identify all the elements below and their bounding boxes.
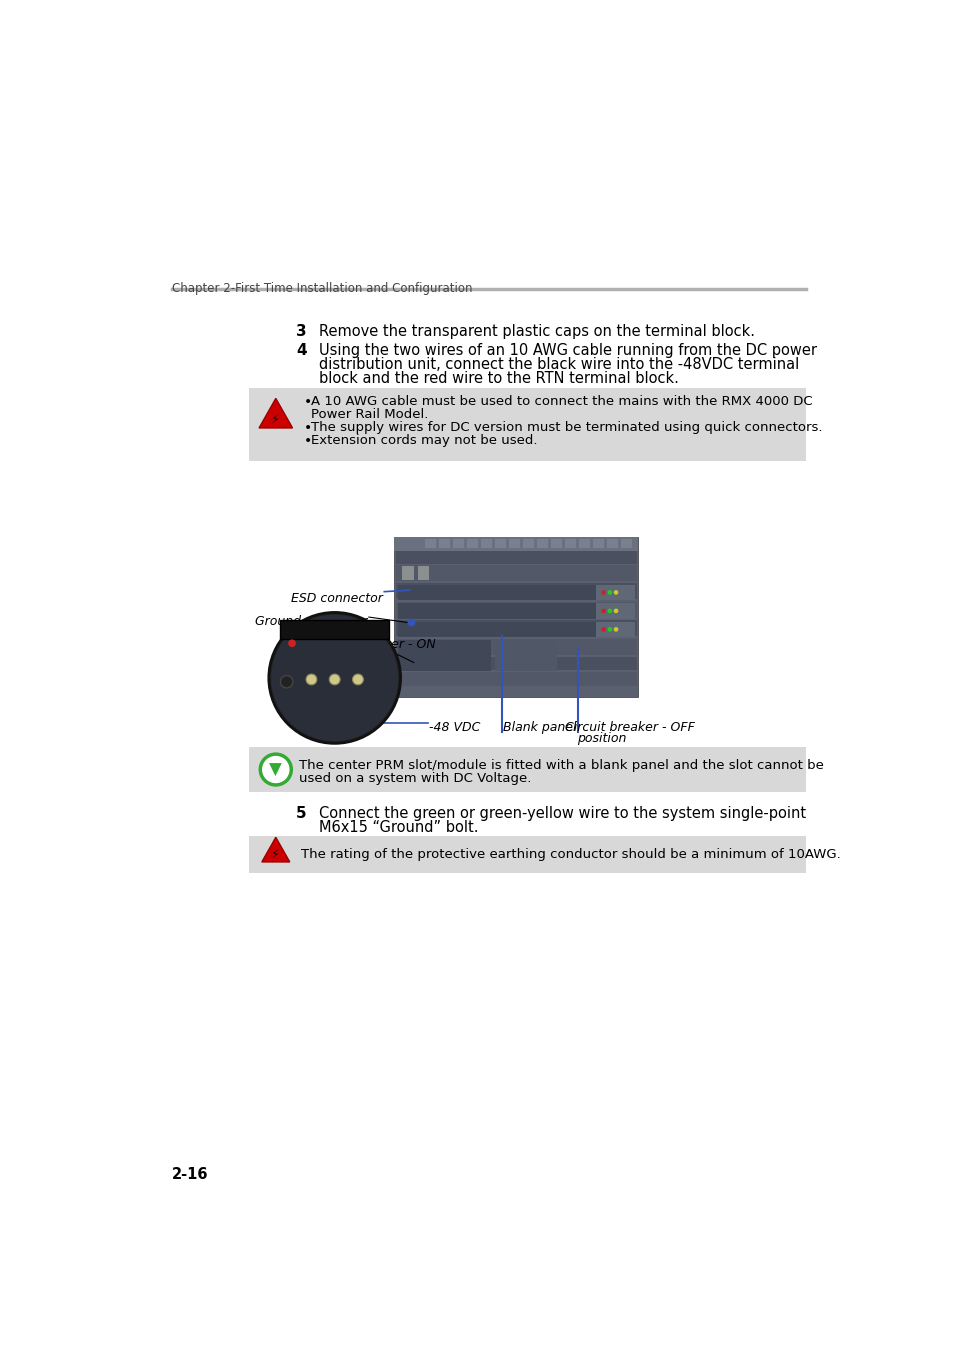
Text: ⚡: ⚡: [272, 848, 280, 861]
Circle shape: [613, 609, 618, 613]
FancyBboxPatch shape: [397, 585, 596, 601]
Text: •: •: [303, 396, 312, 409]
Text: position: position: [323, 648, 373, 662]
Polygon shape: [259, 398, 293, 428]
Circle shape: [271, 614, 397, 741]
Text: Extension cords may not be used.: Extension cords may not be used.: [311, 433, 537, 447]
FancyBboxPatch shape: [417, 566, 429, 580]
FancyBboxPatch shape: [280, 620, 389, 640]
Text: Circuit breaker - ON: Circuit breaker - ON: [311, 637, 436, 651]
FancyBboxPatch shape: [495, 640, 557, 671]
Text: Using the two wires of an 10 AWG cable running from the DC power: Using the two wires of an 10 AWG cable r…: [319, 343, 817, 358]
Circle shape: [262, 756, 289, 783]
Circle shape: [600, 609, 605, 613]
FancyBboxPatch shape: [395, 602, 637, 618]
Circle shape: [306, 674, 316, 684]
Text: Ground connector: Ground connector: [254, 614, 367, 628]
Text: •: •: [303, 433, 312, 448]
Text: Power Rail Model.: Power Rail Model.: [311, 408, 429, 421]
FancyBboxPatch shape: [596, 622, 634, 637]
Text: Chapter 2-First Time Installation and Configuration: Chapter 2-First Time Installation and Co…: [172, 282, 472, 296]
FancyBboxPatch shape: [323, 667, 345, 688]
Text: 2-16: 2-16: [172, 1166, 209, 1181]
Text: The supply wires for DC version must be terminated using quick connectors.: The supply wires for DC version must be …: [311, 421, 822, 435]
Text: M6x15 “Ground” bolt.: M6x15 “Ground” bolt.: [319, 819, 478, 834]
FancyBboxPatch shape: [394, 537, 638, 551]
FancyBboxPatch shape: [395, 564, 637, 580]
FancyBboxPatch shape: [397, 622, 596, 637]
Text: A 10 AWG cable must be used to connect the mains with the RMX 4000 DC: A 10 AWG cable must be used to connect t…: [311, 396, 812, 408]
FancyBboxPatch shape: [439, 539, 450, 548]
Text: distribution unit, connect the black wire into the -48VDC terminal: distribution unit, connect the black wir…: [319, 356, 799, 371]
Circle shape: [613, 628, 618, 632]
FancyBboxPatch shape: [606, 539, 617, 548]
FancyBboxPatch shape: [395, 639, 637, 655]
Circle shape: [600, 628, 605, 632]
Circle shape: [613, 590, 618, 595]
Circle shape: [407, 618, 415, 626]
FancyBboxPatch shape: [495, 539, 505, 548]
Text: 3: 3: [295, 324, 306, 339]
Text: 5: 5: [295, 806, 306, 821]
Text: Remove the transparent plastic caps on the terminal block.: Remove the transparent plastic caps on t…: [319, 324, 755, 339]
FancyBboxPatch shape: [397, 640, 491, 671]
FancyBboxPatch shape: [395, 657, 637, 670]
Text: The center PRM slot/module is fitted with a blank panel and the slot cannot be: The center PRM slot/module is fitted wit…: [298, 759, 823, 772]
Polygon shape: [261, 837, 290, 861]
FancyBboxPatch shape: [550, 539, 561, 548]
FancyBboxPatch shape: [522, 539, 534, 548]
Text: RTN: RTN: [298, 721, 324, 734]
Text: position: position: [577, 732, 626, 745]
FancyBboxPatch shape: [596, 603, 634, 618]
Circle shape: [280, 675, 293, 688]
FancyBboxPatch shape: [300, 667, 322, 688]
Text: 4: 4: [295, 343, 306, 358]
Circle shape: [329, 674, 340, 684]
Text: ESD connector: ESD connector: [291, 591, 382, 605]
FancyBboxPatch shape: [480, 539, 492, 548]
FancyBboxPatch shape: [395, 551, 637, 564]
FancyBboxPatch shape: [564, 539, 575, 548]
Circle shape: [288, 640, 295, 647]
FancyBboxPatch shape: [249, 747, 805, 792]
FancyBboxPatch shape: [249, 836, 805, 872]
FancyBboxPatch shape: [395, 583, 637, 599]
Text: •: •: [303, 421, 312, 436]
FancyBboxPatch shape: [592, 539, 603, 548]
Text: ⚡: ⚡: [272, 412, 280, 425]
Text: used on a system with DC Voltage.: used on a system with DC Voltage.: [298, 772, 531, 784]
FancyBboxPatch shape: [425, 539, 436, 548]
FancyBboxPatch shape: [249, 387, 805, 460]
FancyBboxPatch shape: [402, 566, 414, 580]
Text: The rating of the protective earthing conductor should be a minimum of 10AWG.: The rating of the protective earthing co…: [300, 848, 840, 861]
FancyBboxPatch shape: [453, 539, 464, 548]
Circle shape: [260, 755, 291, 784]
Text: Connect the green or green-yellow wire to the system single-point: Connect the green or green-yellow wire t…: [319, 806, 805, 821]
FancyBboxPatch shape: [537, 539, 547, 548]
FancyBboxPatch shape: [620, 539, 631, 548]
FancyBboxPatch shape: [347, 667, 369, 688]
FancyBboxPatch shape: [295, 659, 373, 705]
Text: Circuit breaker - OFF: Circuit breaker - OFF: [564, 721, 694, 734]
FancyBboxPatch shape: [509, 539, 519, 548]
FancyBboxPatch shape: [397, 603, 596, 618]
Text: ▼: ▼: [269, 760, 282, 779]
FancyBboxPatch shape: [467, 539, 477, 548]
Circle shape: [607, 628, 612, 632]
Text: block and the red wire to the RTN terminal block.: block and the red wire to the RTN termin…: [319, 371, 679, 386]
Circle shape: [600, 590, 605, 595]
FancyBboxPatch shape: [578, 539, 589, 548]
FancyBboxPatch shape: [395, 672, 637, 686]
Circle shape: [607, 609, 612, 613]
Circle shape: [269, 613, 400, 744]
Circle shape: [353, 674, 363, 684]
Text: -48 VDC: -48 VDC: [429, 721, 480, 734]
Text: Blank panel: Blank panel: [502, 721, 576, 734]
Circle shape: [607, 590, 612, 595]
FancyBboxPatch shape: [596, 585, 634, 601]
FancyBboxPatch shape: [395, 620, 637, 636]
FancyBboxPatch shape: [394, 537, 638, 697]
